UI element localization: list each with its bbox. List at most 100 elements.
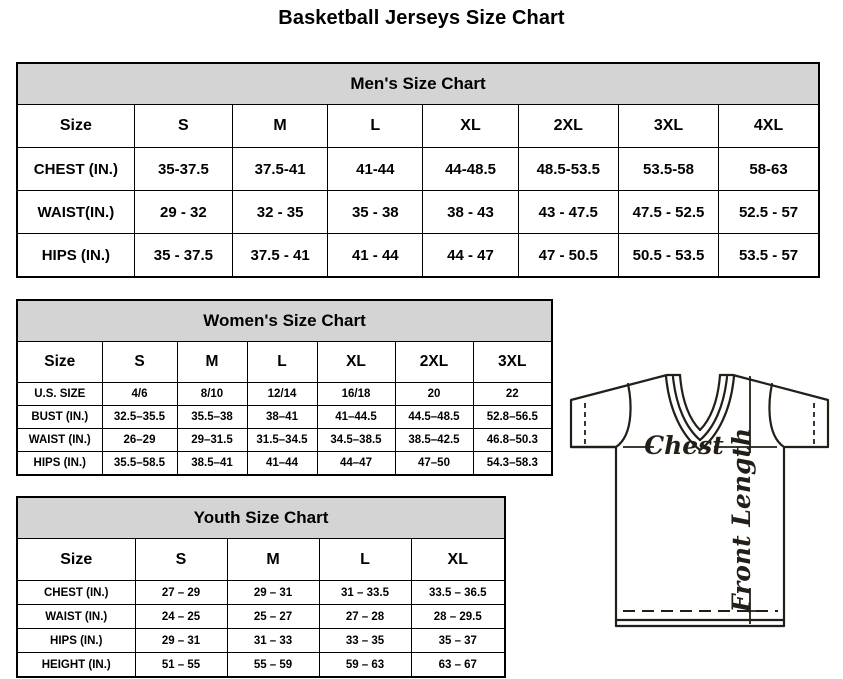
womens-header-l: L <box>246 341 318 383</box>
youth-cell: 31 – 33.5 <box>318 580 412 605</box>
womens-cell: 54.3–58.3 <box>472 451 553 476</box>
front-length-measure-label: Front Length <box>727 428 756 613</box>
youth-cell: 29 – 31 <box>226 580 320 605</box>
mens-row-label: HIPS (IN.) <box>16 233 135 278</box>
jersey-svg: Chest Front Length <box>569 373 830 628</box>
youth-cell: 59 – 63 <box>318 652 412 678</box>
collar-mid-left <box>671 375 702 442</box>
womens-cell: 47–50 <box>394 451 474 476</box>
womens-header-s: S <box>101 341 178 383</box>
youth-cell: 27 – 29 <box>134 580 228 605</box>
womens-cell: 26–29 <box>101 428 178 452</box>
collar-outer-left <box>678 373 702 432</box>
mens-cell: 35 - 37.5 <box>133 233 233 278</box>
womens-cell: 31.5–34.5 <box>246 428 318 452</box>
womens-row-label: WAIST (IN.) <box>16 428 103 452</box>
mens-cell: 41-44 <box>327 147 424 191</box>
mens-cell: 43 - 47.5 <box>517 190 619 234</box>
womens-header-row: Size S M L XL 2XL 3XL <box>16 341 553 383</box>
table-row: WAIST (IN.) 24 – 25 25 – 27 27 – 28 28 –… <box>16 604 506 629</box>
table-row: U.S. SIZE 4/6 8/10 12/14 16/18 20 22 <box>16 382 553 406</box>
youth-cell: 63 – 67 <box>410 652 506 678</box>
table-row: WAIST (IN.) 26–29 29–31.5 31.5–34.5 34.5… <box>16 428 553 452</box>
mens-cell: 53.5 - 57 <box>718 233 820 278</box>
mens-cell: 52.5 - 57 <box>718 190 820 234</box>
youth-cell: 28 – 29.5 <box>410 604 506 629</box>
mens-cell: 48.5-53.5 <box>517 147 619 191</box>
womens-cell: 22 <box>472 382 553 406</box>
table-row: WAIST(IN.) 29 - 32 32 - 35 35 - 38 38 - … <box>16 190 820 234</box>
youth-band-row: Youth Size Chart <box>16 496 506 539</box>
youth-row-label: HIPS (IN.) <box>16 628 136 653</box>
mens-cell: 29 - 32 <box>133 190 233 234</box>
youth-header-l: L <box>318 538 412 581</box>
youth-header-xl: XL <box>410 538 506 581</box>
womens-band-title: Women's Size Chart <box>16 299 553 342</box>
womens-cell: 29–31.5 <box>176 428 248 452</box>
mens-header-row: Size S M L XL 2XL 3XL 4XL <box>16 104 820 148</box>
mens-cell: 38 - 43 <box>422 190 519 234</box>
table-row: HIPS (IN.) 35.5–58.5 38.5–41 41–44 44–47… <box>16 451 553 476</box>
mens-cell: 53.5-58 <box>617 147 720 191</box>
mens-cell: 47.5 - 52.5 <box>617 190 720 234</box>
womens-header-2xl: 2XL <box>394 341 474 383</box>
womens-cell: 41–44.5 <box>316 405 396 429</box>
mens-cell: 37.5 - 41 <box>231 233 329 278</box>
youth-cell: 27 – 28 <box>318 604 412 629</box>
womens-header-m: M <box>176 341 248 383</box>
mens-band-row: Men's Size Chart <box>16 62 820 105</box>
youth-cell: 33.5 – 36.5 <box>410 580 506 605</box>
womens-row-label: HIPS (IN.) <box>16 451 103 476</box>
womens-cell: 44.5–48.5 <box>394 405 474 429</box>
mens-cell: 32 - 35 <box>231 190 329 234</box>
youth-header-s: S <box>134 538 228 581</box>
womens-cell: 12/14 <box>246 382 318 406</box>
womens-cell: 34.5–38.5 <box>316 428 396 452</box>
mens-cell: 37.5-41 <box>231 147 329 191</box>
jersey-diagram: Chest Front Length <box>528 358 843 676</box>
womens-cell: 20 <box>394 382 474 406</box>
womens-row-label: BUST (IN.) <box>16 405 103 429</box>
womens-cell: 44–47 <box>316 451 396 476</box>
mens-header-2xl: 2XL <box>517 104 619 148</box>
mens-header-size: Size <box>16 104 135 148</box>
womens-cell: 35.5–58.5 <box>101 451 178 476</box>
youth-cell: 55 – 59 <box>226 652 320 678</box>
youth-cell: 51 – 55 <box>134 652 228 678</box>
mens-row-label: WAIST(IN.) <box>16 190 135 234</box>
youth-cell: 31 – 33 <box>226 628 320 653</box>
womens-row-label: U.S. SIZE <box>16 382 103 406</box>
chest-measure-label: Chest <box>644 431 724 460</box>
mens-size-table: Men's Size Chart Size S M L XL 2XL 3XL 4… <box>16 62 820 278</box>
womens-cell: 38.5–41 <box>176 451 248 476</box>
youth-header-m: M <box>226 538 320 581</box>
womens-cell: 4/6 <box>101 382 178 406</box>
womens-cell: 46.8–50.3 <box>472 428 553 452</box>
table-row: CHEST (IN.) 35-37.5 37.5-41 41-44 44-48.… <box>16 147 820 191</box>
womens-size-table: Women's Size Chart Size S M L XL 2XL 3XL… <box>16 299 554 476</box>
collar-outer-right <box>698 373 722 432</box>
mens-header-xl: XL <box>422 104 519 148</box>
table-row: HEIGHT (IN.) 51 – 55 55 – 59 59 – 63 63 … <box>16 652 506 678</box>
collar-inner-right <box>698 374 736 452</box>
youth-header-row: Size S M L XL <box>16 538 506 581</box>
youth-row-label: CHEST (IN.) <box>16 580 136 605</box>
collar-mid-right <box>698 375 729 442</box>
mens-header-4xl: 4XL <box>718 104 820 148</box>
womens-header-size: Size <box>16 341 103 383</box>
mens-band-title: Men's Size Chart <box>16 62 820 105</box>
youth-row-label: HEIGHT (IN.) <box>16 652 136 678</box>
mens-header-m: M <box>231 104 329 148</box>
womens-cell: 41–44 <box>246 451 318 476</box>
page-title: Basketball Jerseys Size Chart <box>278 7 565 29</box>
womens-cell: 16/18 <box>316 382 396 406</box>
table-row: HIPS (IN.) 35 - 37.5 37.5 - 41 41 - 44 4… <box>16 233 820 278</box>
mens-header-s: S <box>133 104 233 148</box>
womens-cell: 38–41 <box>246 405 318 429</box>
front-length-measure-line <box>741 376 759 624</box>
mens-cell: 47 - 50.5 <box>517 233 619 278</box>
youth-cell: 29 – 31 <box>134 628 228 653</box>
table-row: CHEST (IN.) 27 – 29 29 – 31 31 – 33.5 33… <box>16 580 506 605</box>
right-armhole <box>768 382 786 449</box>
right-sleeve-top <box>731 373 830 449</box>
